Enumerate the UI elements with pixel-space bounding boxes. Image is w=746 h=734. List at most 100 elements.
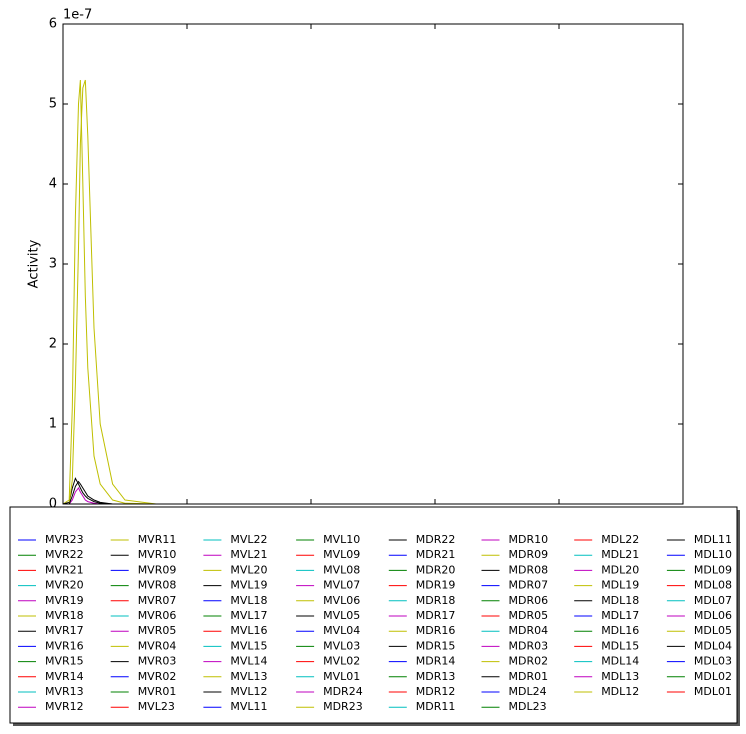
legend-label: MVR15 [45,655,84,668]
legend-label: MDL14 [601,655,639,668]
legend-label: MDR08 [509,563,549,576]
legend-label: MDR06 [509,594,549,607]
y-tick-label: 4 [49,177,57,192]
legend-label: MVR09 [138,563,177,576]
legend-label: MDL13 [601,670,639,683]
y-axis-label: Activity [27,239,42,288]
legend-label: MDR21 [416,548,456,561]
legend-label: MVR10 [138,548,177,561]
legend-label: MVL02 [323,655,360,668]
legend-label: MDR15 [416,639,456,652]
legend-label: MDL09 [694,563,732,576]
legend-label: MVR12 [45,700,84,713]
legend-label: MVL20 [230,563,267,576]
legend-label: MDL19 [601,579,639,592]
legend-label: MVR21 [45,563,84,576]
legend-label: MVL07 [323,579,360,592]
legend-label: MDL10 [694,548,732,561]
legend-label: MVR19 [45,594,84,607]
legend-label: MDL11 [694,533,732,546]
legend-label: MVR16 [45,639,84,652]
legend-label: MVL22 [230,533,267,546]
legend-label: MDR20 [416,563,456,576]
legend-label: MDR12 [416,685,456,698]
legend-label: MDL17 [601,609,639,622]
legend-label: MVR01 [138,685,177,698]
legend-label: MDL24 [509,685,547,698]
legend-label: MVR23 [45,533,84,546]
y-tick-label: 1 [49,417,57,432]
legend-label: MVL06 [323,594,360,607]
legend-label: MVL11 [230,700,267,713]
legend-label: MVL14 [230,655,267,668]
legend-label: MVR03 [138,655,177,668]
legend-label: MVR18 [45,609,84,622]
legend: MVR23 MVR22 MVR21 MVR20 MVR19 MVR18 MVR17 MVR16… [9,506,740,726]
y-tick-label: 5 [49,97,57,112]
series-line [63,79,683,505]
legend-label: MDL21 [601,548,639,561]
legend-label: MVR14 [45,670,84,683]
legend-label: MDR03 [509,639,549,652]
legend-label: MDR22 [416,533,456,546]
legend-label: MDR13 [416,670,456,683]
legend-label: MDR07 [509,579,549,592]
legend-label: MVR07 [138,594,177,607]
legend-label: MDL01 [694,685,732,698]
y-tick-label: 0 [49,497,57,512]
legend-label: MDR11 [416,700,456,713]
legend-label: MVR17 [45,624,84,637]
legend-box [9,506,738,724]
legend-label: MDL06 [694,609,732,622]
legend-label: MVL21 [230,548,267,561]
legend-label: MVL01 [323,670,360,683]
legend-label: MDR24 [323,685,363,698]
legend-label: MDL20 [601,563,639,576]
legend-label: MDL23 [509,700,547,713]
legend-label: MDR23 [323,700,363,713]
legend-label: MVL08 [323,563,360,576]
legend-label: MDL16 [601,624,639,637]
legend-label: MDL12 [601,685,639,698]
legend-label: MVL12 [230,685,267,698]
legend-label: MDR10 [509,533,549,546]
legend-label: MDL05 [694,624,732,637]
legend-label: MVL03 [323,639,360,652]
legend-label: MVR13 [45,685,84,698]
legend-label: MDL22 [601,533,639,546]
legend-label: MVL15 [230,639,267,652]
legend-label: MDR19 [416,579,456,592]
legend-label: MVR04 [138,639,177,652]
legend-label: MDL03 [694,655,732,668]
legend-label: MDR17 [416,609,456,622]
legend-label: MDR14 [416,655,456,668]
y-tick-label: 2 [49,337,57,352]
legend-label: MDR02 [509,655,549,668]
legend-label: MVL04 [323,624,360,637]
legend-label: MVR22 [45,548,84,561]
legend-label: MDR04 [509,624,549,637]
legend-label: MVR08 [138,579,177,592]
legend-label: MVL17 [230,609,267,622]
legend-label: MVR06 [138,609,177,622]
legend-label: MDR18 [416,594,456,607]
legend-label: MVL05 [323,609,360,622]
legend-label: MDR09 [509,548,549,561]
y-tick-label: 3 [49,257,57,272]
series-line [62,79,683,505]
legend-label: MVR02 [138,670,177,683]
legend-label: MVL09 [323,548,360,561]
legend-label: MDR16 [416,624,456,637]
y-tick-label: 6 [49,17,57,32]
legend-label: MVL10 [323,533,360,546]
legend-label: MDL04 [694,639,732,652]
legend-label: MVL18 [230,594,267,607]
legend-label: MDL02 [694,670,732,683]
legend-label: MVL23 [138,700,175,713]
legend-label: MVL19 [230,579,267,592]
y-offset-label: 1e-7 [63,8,92,23]
legend-label: MDL15 [601,639,639,652]
legend-label: MDR05 [509,609,549,622]
legend-label: MVL13 [230,670,267,683]
